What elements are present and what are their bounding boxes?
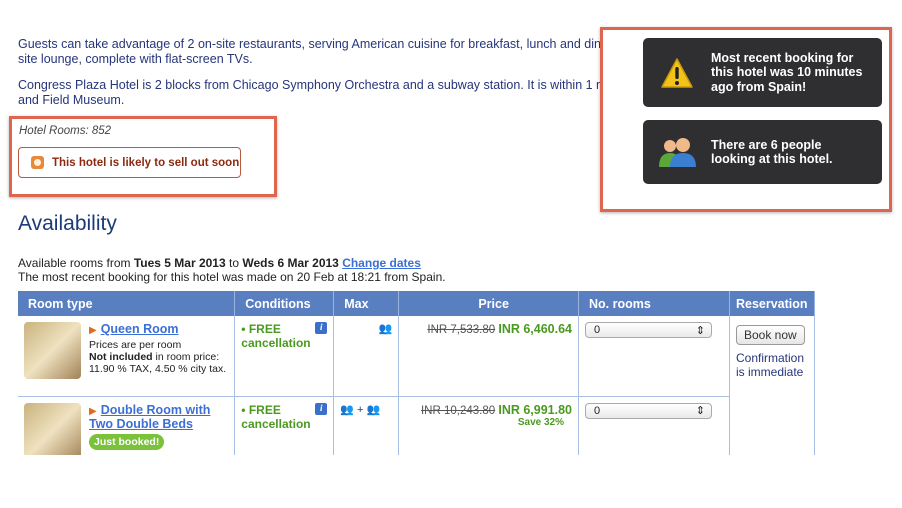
room-photo[interactable] bbox=[24, 402, 81, 455]
rooms-select[interactable]: 0 ⇕ bbox=[585, 322, 713, 338]
room-name-link[interactable]: Double Room with Two Double Beds bbox=[89, 402, 211, 431]
expand-arrow-icon: ▶ bbox=[89, 325, 97, 336]
warning-icon bbox=[657, 57, 697, 89]
info-icon[interactable]: i bbox=[315, 402, 328, 415]
table-row: ▶ Double Room with Two Double Beds Just b… bbox=[18, 396, 815, 455]
two-adults-icon: 👥 bbox=[378, 323, 393, 335]
recent-booking-text: The most recent booking for this hotel w… bbox=[18, 270, 446, 284]
header-conditions: Conditions bbox=[234, 291, 335, 316]
table-row: ▶ Queen Room Prices are per room Not incl… bbox=[18, 316, 816, 455]
header-reservation: Reservation bbox=[729, 291, 816, 316]
change-dates-link[interactable]: Change dates bbox=[342, 256, 421, 270]
viewers-notification: There are 6 people looking at this hotel… bbox=[643, 120, 882, 184]
header-no-rooms: No. rooms bbox=[578, 291, 730, 316]
adults-plus-children-icon: 👥 + 👥 bbox=[340, 403, 381, 416]
book-now-button[interactable]: Book now bbox=[735, 325, 805, 345]
highlight-box-left bbox=[9, 116, 277, 197]
availability-dates: Available rooms from Tues 5 Mar 2013 to … bbox=[18, 256, 421, 270]
just-booked-badge: Just booked! bbox=[89, 433, 165, 450]
alarm-clock-icon bbox=[31, 156, 44, 169]
table-header: Room type Conditions Max Price No. rooms… bbox=[18, 291, 816, 316]
select-arrows-icon: ⇕ bbox=[695, 324, 706, 337]
sellout-label: This hotel is likely to sell out soon bbox=[52, 156, 240, 169]
header-price: Price bbox=[398, 291, 580, 316]
sellout-warning: This hotel is likely to sell out soon bbox=[18, 147, 241, 178]
info-icon[interactable]: i bbox=[315, 322, 328, 334]
room-name-link[interactable]: Queen Room bbox=[100, 322, 179, 336]
save-percent: Save 32% bbox=[517, 416, 565, 428]
people-icon bbox=[657, 136, 697, 168]
rooms-select[interactable]: 0 ⇕ bbox=[585, 402, 713, 419]
description-paragraph-2: Congress Plaza Hotel is 2 blocks from Ch… bbox=[18, 78, 633, 107]
room-photo[interactable] bbox=[24, 322, 81, 379]
header-room-type: Room type bbox=[18, 291, 236, 316]
availability-table: Room type Conditions Max Price No. rooms… bbox=[18, 291, 816, 455]
header-max: Max bbox=[333, 291, 400, 316]
select-arrows-icon: ⇕ bbox=[695, 405, 706, 417]
expand-arrow-icon: ▶ bbox=[89, 405, 97, 417]
confirmation-text: Confirmation is immediate bbox=[735, 351, 805, 379]
hotel-rooms-count: Hotel Rooms: 852 bbox=[19, 125, 112, 137]
description-paragraph-1: Guests can take advantage of 2 on-site r… bbox=[18, 37, 640, 66]
recent-booking-notification: Most recent booking for this hotel was 1… bbox=[643, 38, 882, 107]
availability-heading: Availability bbox=[18, 212, 117, 235]
